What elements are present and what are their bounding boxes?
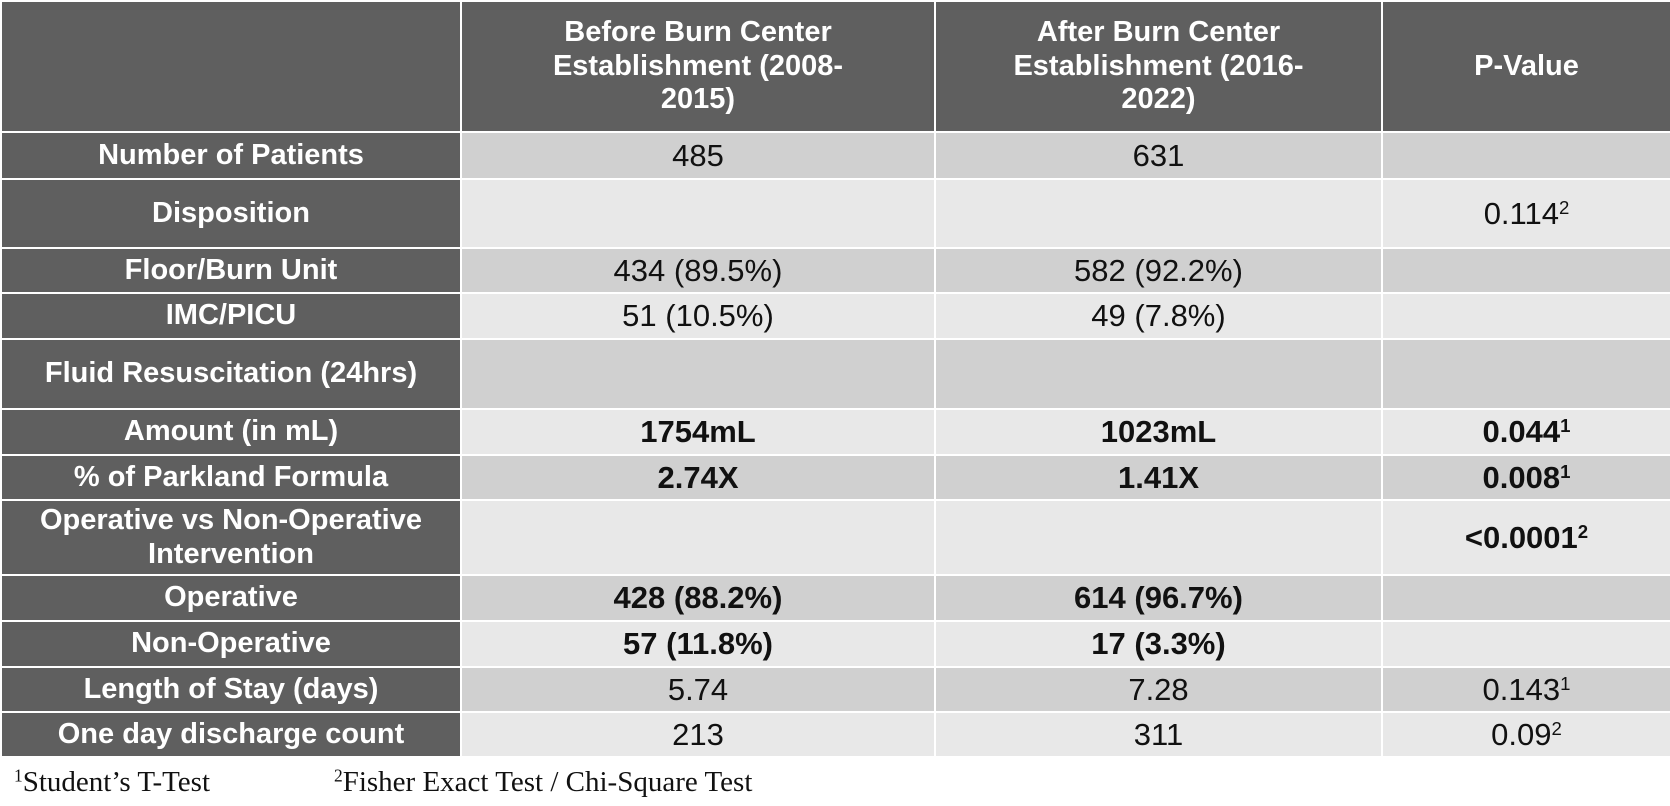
table-header: Before Burn Center Establishment (2008-2… bbox=[0, 0, 1670, 133]
row-label: One day discharge count bbox=[0, 711, 462, 758]
p-value-cell: 0.1142 bbox=[1381, 178, 1670, 249]
before-cell: 51 (10.5%) bbox=[460, 292, 936, 340]
after-cell: 1023mL bbox=[934, 408, 1383, 456]
table-row: Length of Stay (days) 5.74 7.28 0.1431 bbox=[0, 666, 1670, 713]
p-value-cell: <0.00012 bbox=[1381, 499, 1670, 576]
table-row: Fluid Resuscitation (24hrs) bbox=[0, 338, 1670, 410]
p-value-note: 1 bbox=[1560, 460, 1571, 482]
table-row: Operative vs Non-Operative Intervention <… bbox=[0, 499, 1670, 576]
table-row: One day discharge count 213 311 0.092 bbox=[0, 711, 1670, 758]
p-value-cell bbox=[1381, 620, 1670, 668]
before-cell: 1754mL bbox=[460, 408, 936, 456]
row-label: Disposition bbox=[0, 178, 462, 249]
p-value-cell bbox=[1381, 292, 1670, 340]
p-value-cell bbox=[1381, 574, 1670, 622]
p-value-cell: 0.0441 bbox=[1381, 408, 1670, 456]
row-label: Number of Patients bbox=[0, 131, 462, 180]
before-cell: 57 (11.8%) bbox=[460, 620, 936, 668]
p-value: 0.143 bbox=[1482, 671, 1561, 707]
after-cell: 49 (7.8%) bbox=[934, 292, 1383, 340]
row-label: Operative bbox=[0, 574, 462, 622]
p-value: 0.044 bbox=[1482, 414, 1561, 450]
before-cell bbox=[460, 338, 936, 410]
before-cell: 213 bbox=[460, 711, 936, 758]
p-value-cell bbox=[1381, 338, 1670, 410]
header-cell bbox=[0, 0, 462, 133]
after-cell: 582 (92.2%) bbox=[934, 247, 1383, 294]
p-value: 0.09 bbox=[1491, 716, 1552, 752]
table-row: Non-Operative 57 (11.8%) 17 (3.3%) bbox=[0, 620, 1670, 668]
footnote-text: Fisher Exact Test / Chi-Square Test bbox=[342, 766, 753, 798]
table-row: IMC/PICU 51 (10.5%) 49 (7.8%) bbox=[0, 292, 1670, 340]
before-cell: 2.74X bbox=[460, 454, 936, 501]
header-cell: After Burn Center Establishment (2016-20… bbox=[934, 0, 1383, 133]
row-label: Floor/Burn Unit bbox=[0, 247, 462, 294]
after-cell bbox=[934, 499, 1383, 576]
p-value-note: 2 bbox=[1551, 717, 1562, 739]
row-label: Length of Stay (days) bbox=[0, 666, 462, 713]
footnote-mark: 1 bbox=[14, 765, 23, 786]
table-row: Number of Patients 485 631 bbox=[0, 131, 1670, 180]
header-text: After Burn Center Establishment (2016-20… bbox=[1013, 16, 1304, 116]
p-value: <0.0001 bbox=[1464, 519, 1578, 555]
p-value-cell: 0.092 bbox=[1381, 711, 1670, 758]
p-value-note: 1 bbox=[1560, 672, 1571, 694]
p-value-note: 1 bbox=[1560, 414, 1571, 436]
footnote: 1Student’s T-Test bbox=[14, 766, 210, 799]
header-row: Before Burn Center Establishment (2008-2… bbox=[0, 0, 1670, 133]
p-value-cell bbox=[1381, 131, 1670, 180]
p-value: 0.008 bbox=[1482, 459, 1561, 495]
table-body: Number of Patients 485 631 Disposition 0.114… bbox=[0, 131, 1670, 758]
header-text: P-Value bbox=[1474, 49, 1579, 82]
after-cell: 17 (3.3%) bbox=[934, 620, 1383, 668]
table-row: Floor/Burn Unit 434 (89.5%) 582 (92.2%) bbox=[0, 247, 1670, 294]
before-cell: 5.74 bbox=[460, 666, 936, 713]
before-cell: 428 (88.2%) bbox=[460, 574, 936, 622]
header-cell: Before Burn Center Establishment (2008-2… bbox=[460, 0, 936, 133]
before-cell bbox=[460, 178, 936, 249]
after-cell bbox=[934, 338, 1383, 410]
p-value-note: 2 bbox=[1558, 196, 1570, 218]
after-cell: 614 (96.7%) bbox=[934, 574, 1383, 622]
footnote-mark: 2 bbox=[334, 765, 343, 786]
before-cell bbox=[460, 499, 936, 576]
before-cell: 434 (89.5%) bbox=[460, 247, 936, 294]
after-cell: 311 bbox=[934, 711, 1383, 758]
row-label: Operative vs Non-Operative Intervention bbox=[0, 499, 462, 576]
p-value-note: 2 bbox=[1577, 520, 1589, 542]
footnote-text: Student’s T-Test bbox=[22, 766, 210, 798]
p-value-cell bbox=[1381, 247, 1670, 294]
row-label: % of Parkland Formula bbox=[0, 454, 462, 501]
row-label: Non-Operative bbox=[0, 620, 462, 668]
p-value-cell: 0.0081 bbox=[1381, 454, 1670, 501]
table-row: Operative 428 (88.2%) 614 (96.7%) bbox=[0, 574, 1670, 622]
before-cell: 485 bbox=[460, 131, 936, 180]
p-value: 0.114 bbox=[1483, 195, 1559, 231]
data-table: Before Burn Center Establishment (2008-2… bbox=[0, 0, 1670, 758]
row-label: Fluid Resuscitation (24hrs) bbox=[0, 338, 462, 410]
after-cell: 7.28 bbox=[934, 666, 1383, 713]
after-cell: 631 bbox=[934, 131, 1383, 180]
header-cell: P-Value bbox=[1381, 0, 1670, 133]
after-cell: 1.41X bbox=[934, 454, 1383, 501]
table-row: Amount (in mL) 1754mL 1023mL 0.0441 bbox=[0, 408, 1670, 456]
row-label: IMC/PICU bbox=[0, 292, 462, 340]
after-cell bbox=[934, 178, 1383, 249]
header-text: Before Burn Center Establishment (2008-2… bbox=[552, 16, 844, 116]
footnote: 2Fisher Exact Test / Chi-Square Test bbox=[334, 766, 752, 799]
table-row: % of Parkland Formula 2.74X 1.41X 0.0081 bbox=[0, 454, 1670, 501]
p-value-cell: 0.1431 bbox=[1381, 666, 1670, 713]
table-row: Disposition 0.1142 bbox=[0, 178, 1670, 249]
row-label: Amount (in mL) bbox=[0, 408, 462, 456]
